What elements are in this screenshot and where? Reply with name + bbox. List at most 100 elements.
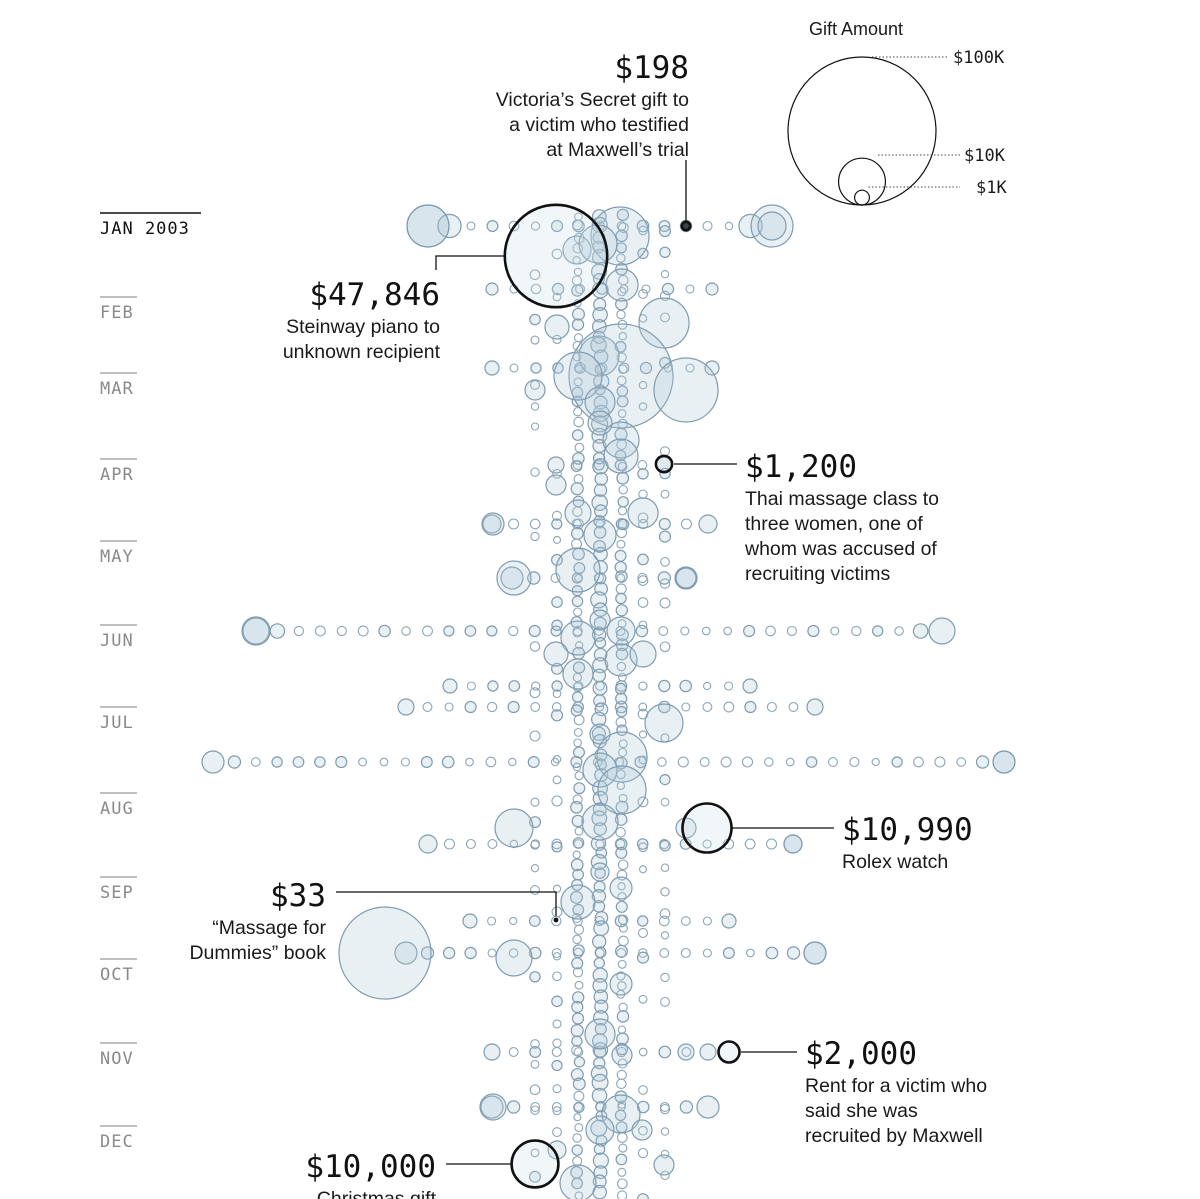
- gift-circle: [619, 923, 628, 933]
- gift-circle: [744, 700, 757, 714]
- gift-circle: [658, 530, 672, 543]
- gift-circle: [742, 624, 756, 638]
- gift-circle: [660, 489, 670, 499]
- gift-circle: [615, 846, 628, 859]
- legend-label: $100K: [953, 48, 1005, 68]
- gift-circle: [602, 421, 640, 459]
- gift-circle: [573, 407, 583, 417]
- gift-circle: [659, 290, 671, 301]
- gift-circle: [572, 868, 584, 881]
- gift-circle: [724, 221, 734, 231]
- gift-circle: [530, 1102, 541, 1112]
- gift-circle: [591, 711, 607, 728]
- gift-circle: [529, 1084, 541, 1096]
- highlight-gift-circle: [681, 802, 733, 854]
- gift-circle: [696, 1095, 720, 1119]
- gift-circle: [637, 927, 649, 938]
- gift-circle: [851, 625, 862, 637]
- gift-circle: [674, 566, 698, 590]
- month-label: MAR: [100, 379, 134, 399]
- gift-circle: [636, 951, 650, 964]
- gift-circle: [530, 402, 540, 411]
- gift-circle: [615, 570, 628, 583]
- gift-circle: [551, 596, 563, 608]
- gift-circle: [805, 756, 818, 768]
- gift-circle: [530, 840, 540, 850]
- gift-circle: [638, 380, 648, 390]
- gift-circle: [788, 702, 799, 712]
- annotation: $1,200 Thai massage class to three women, …: [654, 449, 939, 585]
- gift-circle: [574, 442, 585, 453]
- gift-circle: [592, 1009, 609, 1026]
- gift-circle: [480, 1095, 504, 1119]
- gift-circle: [572, 1156, 583, 1167]
- annotation-leader: [435, 255, 506, 270]
- month-label: MAY: [100, 547, 134, 567]
- gift-circle: [956, 757, 967, 767]
- gift-circle: [485, 756, 497, 768]
- gift-circle: [594, 626, 604, 636]
- legend-circle: [787, 56, 937, 206]
- gift-circle: [572, 850, 581, 859]
- gift-circle: [741, 756, 754, 768]
- gift-circle: [618, 739, 628, 749]
- gift-circle: [487, 839, 498, 849]
- gift-circle: [552, 755, 562, 764]
- gift-circle: [699, 757, 710, 767]
- legend-label: $10K: [964, 146, 1006, 166]
- gift-circle: [590, 862, 610, 882]
- gift-circle: [486, 220, 499, 233]
- gift-circle: [406, 204, 450, 248]
- annotation-description: whom was accused of: [744, 538, 937, 560]
- gift-circle: [614, 561, 627, 574]
- gift-circle: [660, 887, 670, 897]
- gift-circle: [638, 297, 690, 349]
- gift-circle: [750, 204, 794, 248]
- gift-circle: [269, 623, 286, 639]
- month-label: AUG: [100, 799, 134, 819]
- annotation: $10,000 Christmas gift: [305, 1139, 560, 1199]
- gift-circle: [571, 691, 584, 703]
- gift-circle: [660, 1170, 670, 1181]
- gift-circle: [590, 206, 650, 266]
- gift-circle: [462, 913, 478, 929]
- gift-circle: [570, 800, 583, 814]
- gift-circle: [590, 336, 607, 354]
- gift-circle: [617, 1025, 627, 1034]
- gift-circle: [551, 510, 563, 521]
- gift-circle: [615, 229, 628, 243]
- gift-circle: [573, 562, 586, 575]
- gift-circle: [314, 625, 326, 637]
- gift-circle: [616, 1132, 628, 1143]
- gift-circle: [486, 625, 498, 637]
- gift-circle: [658, 225, 671, 238]
- gift-circle: [615, 1042, 629, 1056]
- gift-circle: [593, 483, 608, 497]
- annotation-amount: $1,200: [745, 449, 857, 485]
- annotation-amount: $10,990: [842, 812, 973, 848]
- annotation-description: a victim who testified: [509, 114, 689, 136]
- gift-circle: [552, 468, 562, 479]
- gift-circle: [615, 592, 627, 605]
- gift-circle: [569, 890, 583, 904]
- gift-circle: [551, 1102, 562, 1112]
- gift-circle: [803, 941, 827, 965]
- gift-circle: [638, 702, 648, 712]
- gift-circle: [658, 1045, 672, 1059]
- gift-circle: [241, 616, 271, 646]
- month-label: SEP: [100, 883, 134, 903]
- gift-circle: [677, 756, 689, 768]
- gift-circle: [573, 1090, 585, 1102]
- highlighted-gifts: $198 Victoria’s Secret gift to a victim wh…: [189, 50, 987, 1199]
- gift-circle: [615, 900, 628, 913]
- gift-circle: [552, 1084, 562, 1094]
- gift-circle: [528, 1170, 541, 1183]
- month-label: JAN 2003: [100, 219, 190, 239]
- gift-circle: [638, 842, 648, 853]
- gift-circle: [638, 620, 648, 630]
- gift-circle: [616, 208, 630, 222]
- gift-circle: [592, 306, 608, 323]
- gift-circle: [530, 335, 540, 345]
- gift-circle: [592, 934, 607, 949]
- gift-circle: [571, 957, 584, 970]
